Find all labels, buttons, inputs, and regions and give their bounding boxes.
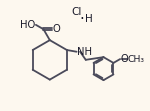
Text: ·: · [79, 12, 84, 27]
Text: Cl: Cl [72, 7, 82, 17]
Text: H: H [85, 14, 93, 24]
Text: O: O [121, 54, 128, 64]
Text: O: O [53, 24, 61, 34]
Text: HO: HO [20, 20, 35, 30]
Text: NH: NH [77, 47, 92, 57]
Text: CH₃: CH₃ [128, 55, 145, 64]
